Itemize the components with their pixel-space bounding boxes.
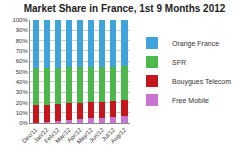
svg-text:Dec/11: Dec/11 [21,126,39,144]
svg-text:10%: 10% [16,110,29,116]
svg-text:100%: 100% [12,17,28,23]
svg-text:Jun/12: Jun/12 [88,126,105,143]
svg-text:Feb/12: Feb/12 [43,126,61,144]
svg-text:0%: 0% [19,120,28,126]
svg-text:Orange France: Orange France [172,40,219,48]
svg-text:70%: 70% [16,48,29,54]
svg-text:May/12: May/12 [76,126,95,145]
svg-text:20%: 20% [16,100,29,106]
svg-text:60%: 60% [16,58,29,64]
svg-text:40%: 40% [16,79,29,85]
svg-text:SFR: SFR [172,59,186,66]
svg-text:Mar/12: Mar/12 [54,126,72,144]
svg-text:Apr/12: Apr/12 [66,126,83,143]
svg-text:Bouygues Telecom: Bouygues Telecom [172,78,231,86]
svg-text:Market Share in France, 1st 9: Market Share in France, 1st 9 Months 201… [24,3,226,14]
svg-text:Jul/12: Jul/12 [101,126,117,142]
svg-text:90%: 90% [16,27,29,33]
svg-text:30%: 30% [16,89,29,95]
svg-text:80%: 80% [16,38,29,44]
svg-text:Aug/12: Aug/12 [110,126,128,144]
svg-text:Jan/12: Jan/12 [33,126,50,143]
svg-text:50%: 50% [16,69,29,75]
svg-text:Free Mobile: Free Mobile [172,97,209,104]
